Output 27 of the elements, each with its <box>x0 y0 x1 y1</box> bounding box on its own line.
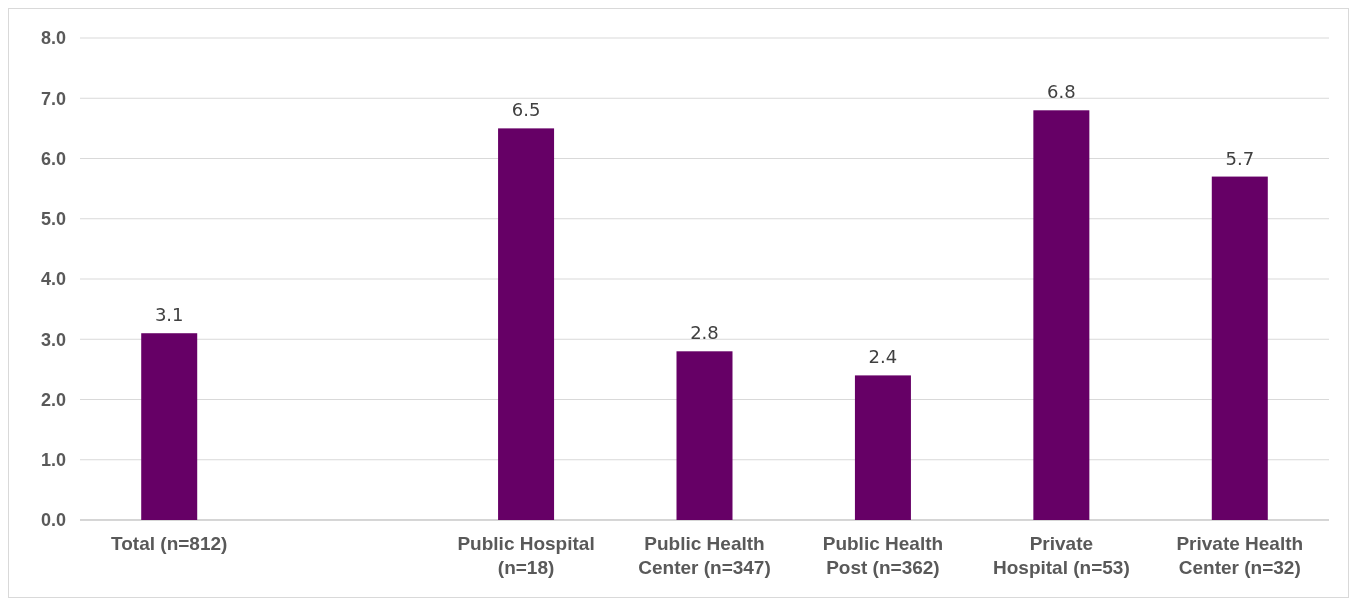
data-label: 2.8 <box>690 322 719 344</box>
bar <box>676 351 733 520</box>
bar <box>854 375 911 520</box>
y-tick-label: 1.0 <box>40 450 66 471</box>
x-tick-label: Private Health Center (n=32) <box>1176 533 1304 578</box>
data-label: 6.8 <box>1047 81 1076 103</box>
bar <box>1211 176 1268 520</box>
bar <box>1033 110 1090 520</box>
y-tick-label: 6.0 <box>40 148 66 169</box>
y-tick-label: 8.0 <box>40 28 66 49</box>
x-tick-label: Public Health Post (n=362) <box>822 533 944 578</box>
data-label: 6.5 <box>511 99 541 121</box>
y-tick-label: 3.0 <box>40 329 66 350</box>
y-tick-label: 5.0 <box>40 209 66 230</box>
x-tick-label: Public Hospital (n=18) <box>457 533 595 578</box>
y-tick-label: 4.0 <box>40 269 66 290</box>
bar <box>498 128 555 520</box>
bar <box>141 333 198 520</box>
y-tick-label: 7.0 <box>40 88 66 109</box>
data-label: 3.1 <box>154 304 184 326</box>
x-tick-label: Private Hospital (n=53) <box>992 533 1130 578</box>
x-tick-label: Public Health Center (n=347) <box>638 533 771 578</box>
x-tick-label: Total (n=812) <box>111 533 228 554</box>
data-label: 2.4 <box>868 346 898 368</box>
y-tick-label: 0.0 <box>40 510 66 531</box>
data-label: 5.7 <box>1225 147 1255 169</box>
y-tick-label: 2.0 <box>40 389 66 410</box>
